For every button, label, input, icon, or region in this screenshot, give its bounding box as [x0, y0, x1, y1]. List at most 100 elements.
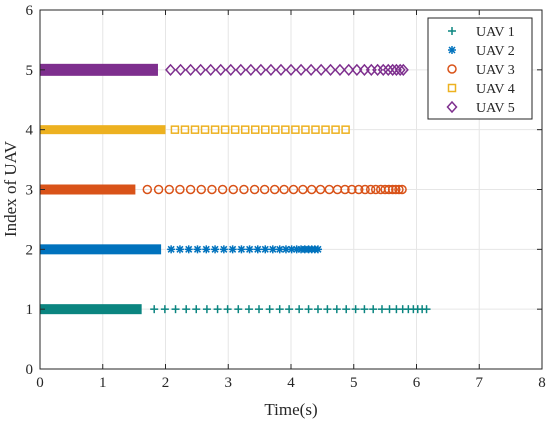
data-point — [332, 305, 341, 314]
data-point — [387, 63, 399, 76]
x-tick-label: 3 — [225, 375, 233, 391]
marker-stroke — [269, 245, 277, 253]
data-point — [250, 125, 260, 134]
data-point — [301, 125, 310, 134]
data-point — [341, 125, 350, 134]
data-point — [170, 125, 180, 134]
data-point — [354, 184, 364, 195]
x-tick-label: 2 — [162, 375, 170, 391]
legend-entry-uav-1: UAV 1 — [448, 25, 515, 40]
data-point — [165, 63, 177, 76]
data-point — [220, 125, 230, 134]
y-tick-label: 6 — [26, 3, 34, 19]
marker-stroke — [237, 245, 245, 253]
data-point — [448, 27, 456, 35]
marker-stroke — [193, 245, 202, 253]
data-point — [285, 305, 294, 314]
data-point — [244, 305, 253, 314]
data-point — [225, 63, 237, 76]
data-point — [313, 245, 322, 254]
data-point — [334, 63, 346, 76]
data-point — [351, 305, 360, 314]
data-point — [306, 184, 317, 195]
data-point — [185, 63, 197, 76]
marker-stroke — [176, 245, 184, 253]
legend-label: UAV 3 — [476, 63, 515, 78]
data-point — [370, 184, 381, 195]
data-point — [261, 125, 270, 134]
series-uav-2 — [40, 244, 322, 255]
data-point — [397, 184, 407, 195]
y-axis-title: Index of UAV — [1, 140, 20, 237]
data-point — [281, 125, 290, 134]
data-point — [245, 245, 254, 254]
data-point — [315, 184, 326, 195]
data-point — [369, 305, 378, 314]
data-point — [180, 125, 190, 134]
data-point — [321, 125, 330, 134]
data-point — [265, 305, 274, 314]
y-tick-label: 3 — [26, 183, 34, 199]
data-point — [185, 184, 196, 195]
marker-stroke — [448, 46, 456, 54]
data-point — [202, 305, 211, 314]
y-tick-label: 0 — [26, 362, 34, 378]
data-point — [291, 125, 300, 134]
legend-entry-uav-2: UAV 2 — [448, 44, 515, 59]
data-point — [223, 305, 232, 314]
data-point — [234, 305, 243, 314]
legend-entry-uav-4: UAV 4 — [447, 82, 515, 97]
data-point — [215, 63, 227, 76]
legend: UAV 1 UAV 2 UAV 3 UAV 4 UAV 5 — [427, 17, 533, 120]
data-point — [184, 245, 193, 254]
marker-stroke — [167, 245, 175, 253]
data-point — [160, 305, 169, 314]
marker-stroke — [254, 245, 262, 253]
series-uav-1 — [40, 304, 431, 315]
data-point — [447, 83, 457, 93]
data-point — [207, 184, 217, 195]
data-point — [200, 125, 210, 134]
data-point — [175, 184, 185, 195]
data-point — [193, 245, 202, 254]
data-point — [347, 184, 357, 195]
data-point — [164, 184, 175, 195]
x-tick-label: 6 — [413, 375, 421, 391]
data-point — [240, 125, 250, 134]
marker-stroke — [261, 245, 269, 253]
data-point — [384, 184, 394, 195]
data-point — [288, 184, 299, 195]
marker-stroke — [220, 245, 228, 253]
dense-marker-cluster — [40, 244, 162, 255]
data-point — [351, 63, 363, 76]
data-point — [365, 184, 376, 195]
data-point — [385, 305, 394, 314]
data-point — [323, 305, 332, 314]
data-point — [253, 245, 262, 254]
data-point — [304, 305, 313, 314]
data-point — [397, 63, 409, 76]
marker-stroke — [229, 245, 237, 253]
data-point — [228, 184, 239, 195]
data-point — [167, 245, 176, 254]
series-uav-3 — [40, 184, 407, 195]
legend-entry-uav-3: UAV 3 — [447, 63, 515, 78]
data-point — [447, 64, 457, 74]
data-point — [269, 184, 280, 195]
data-point — [343, 63, 355, 76]
data-point — [261, 245, 270, 254]
x-tick-label: 4 — [287, 375, 295, 391]
data-point — [196, 184, 207, 195]
data-point — [394, 63, 406, 76]
data-point — [210, 125, 220, 134]
data-point — [448, 46, 456, 54]
data-point — [259, 184, 270, 195]
data-point — [325, 63, 337, 76]
data-point — [342, 305, 351, 314]
data-point — [382, 63, 394, 76]
marker-stroke — [276, 245, 284, 253]
series-markers — [40, 63, 431, 315]
data-point — [360, 305, 369, 314]
data-point — [228, 245, 237, 254]
